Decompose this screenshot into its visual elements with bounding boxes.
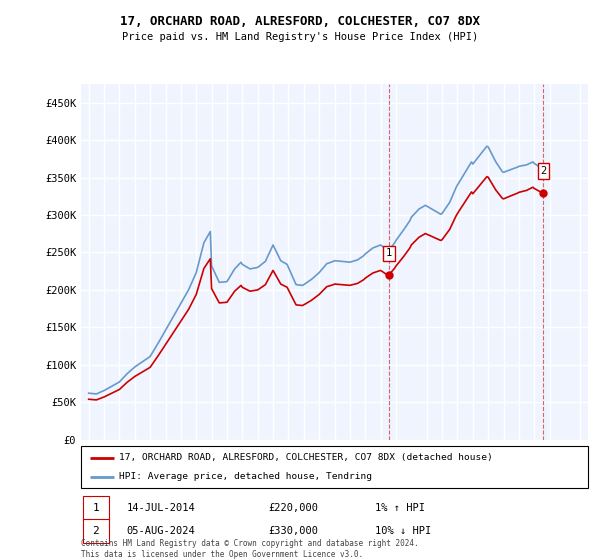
Text: 05-AUG-2024: 05-AUG-2024 — [127, 526, 196, 536]
FancyBboxPatch shape — [83, 519, 109, 543]
FancyBboxPatch shape — [81, 446, 588, 488]
Text: 2: 2 — [541, 166, 547, 176]
Text: 10% ↓ HPI: 10% ↓ HPI — [375, 526, 431, 536]
Text: 1: 1 — [92, 503, 99, 514]
Text: 17, ORCHARD ROAD, ALRESFORD, COLCHESTER, CO7 8DX (detached house): 17, ORCHARD ROAD, ALRESFORD, COLCHESTER,… — [119, 453, 493, 462]
Text: 1% ↑ HPI: 1% ↑ HPI — [375, 503, 425, 514]
Text: 2: 2 — [92, 526, 99, 536]
Text: £330,000: £330,000 — [269, 526, 319, 536]
Text: £220,000: £220,000 — [269, 503, 319, 514]
FancyBboxPatch shape — [83, 496, 109, 521]
Text: 17, ORCHARD ROAD, ALRESFORD, COLCHESTER, CO7 8DX: 17, ORCHARD ROAD, ALRESFORD, COLCHESTER,… — [120, 15, 480, 28]
Text: 1: 1 — [386, 249, 392, 258]
Text: 14-JUL-2014: 14-JUL-2014 — [127, 503, 196, 514]
Text: Contains HM Land Registry data © Crown copyright and database right 2024.
This d: Contains HM Land Registry data © Crown c… — [81, 539, 419, 559]
Text: Price paid vs. HM Land Registry's House Price Index (HPI): Price paid vs. HM Land Registry's House … — [122, 32, 478, 42]
Text: HPI: Average price, detached house, Tendring: HPI: Average price, detached house, Tend… — [119, 473, 372, 482]
